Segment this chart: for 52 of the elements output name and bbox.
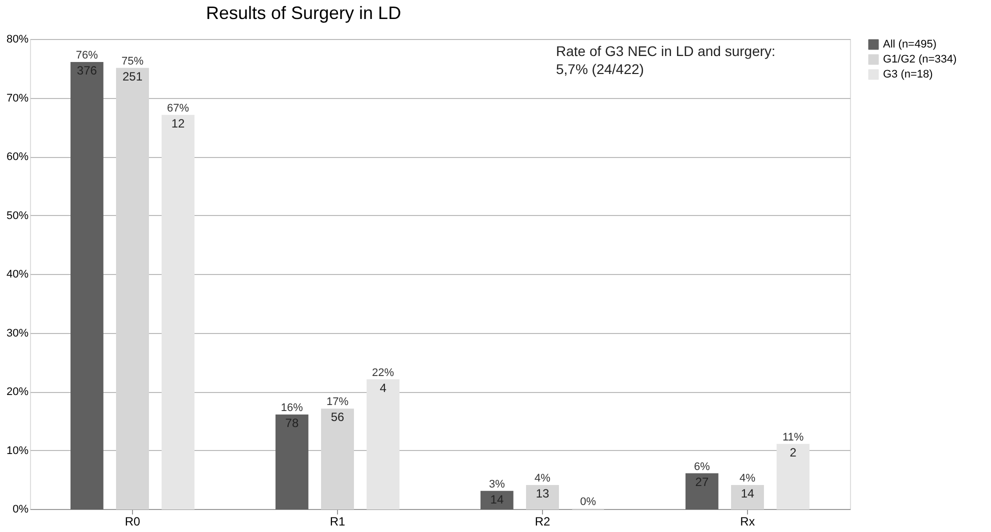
annotation: 14: [490, 492, 504, 506]
data-label: 11%: [782, 431, 804, 444]
bar: [276, 414, 308, 510]
bar: [162, 114, 194, 510]
y-tick-label: 30%: [6, 327, 29, 340]
annotation: 4: [380, 380, 387, 395]
data-label: 3%: [488, 478, 506, 490]
data-label: 0%: [580, 496, 596, 508]
annotation: 78: [285, 416, 299, 430]
data-label: 75%: [121, 55, 144, 68]
annotation: 376: [76, 64, 98, 78]
data-label: 6%: [694, 460, 710, 473]
data-label: 17%: [326, 396, 349, 408]
y-tick-label: 20%: [6, 386, 29, 398]
data-label: 76%: [76, 50, 98, 62]
y-tick-label: 70%: [6, 92, 29, 104]
data-label: 4%: [740, 472, 756, 484]
bar: [70, 62, 104, 510]
bar: [480, 490, 514, 510]
annotation: 2: [790, 445, 797, 460]
data-label: 67%: [167, 102, 190, 114]
annotation: 56: [330, 410, 344, 424]
bar: [731, 485, 764, 510]
bar: [116, 68, 149, 510]
data-label: 16%: [280, 402, 304, 414]
y-tick-label: 10%: [6, 444, 29, 457]
y-tick-label: 0%: [12, 504, 29, 516]
annotation: 14: [740, 486, 754, 500]
y-tick-label: 40%: [6, 268, 29, 280]
x-tick-label: R1: [330, 514, 346, 528]
annotation: 251: [122, 69, 143, 84]
legend-label: All (n=495): [883, 38, 937, 50]
x-tick-label: Rx: [740, 514, 755, 528]
data-label: 4%: [534, 472, 551, 484]
bar: [526, 485, 559, 510]
chart-title: Results of Surgery in LD: [206, 3, 402, 23]
annotation: Rate of G3 NEC in LD and surgery: 5,7% (24/422): [556, 43, 776, 77]
y-tick-label: 50%: [6, 210, 29, 222]
x-tick-label: R0: [124, 514, 140, 528]
bar: [686, 473, 718, 510]
bar: [776, 444, 810, 510]
y-tick-label: 80%: [6, 34, 29, 46]
x-tick-label: R2: [534, 514, 550, 528]
bar: [321, 408, 354, 510]
annotation: 13: [536, 486, 550, 500]
data-label: 22%: [372, 366, 394, 379]
legend-label: G1/G2 (n=334): [883, 54, 957, 66]
legend-label: G3 (n=18): [883, 68, 933, 80]
annotation: 12: [171, 116, 186, 130]
y-tick-label: 60%: [6, 151, 29, 163]
bar: [366, 379, 400, 510]
annotation: 27: [695, 474, 709, 489]
